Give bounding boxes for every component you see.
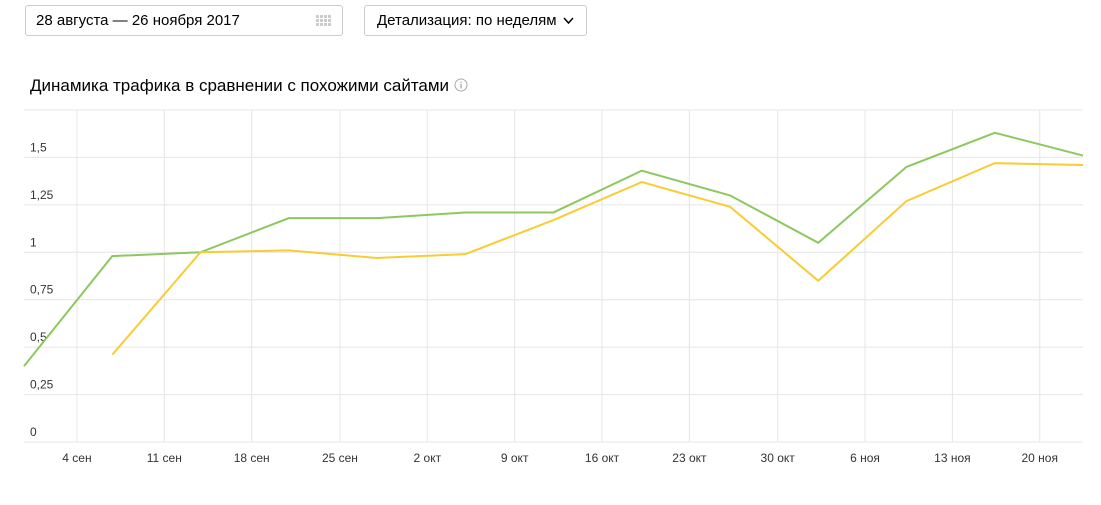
dropdown-arrow — [563, 17, 574, 25]
y-tick-label: 0,5 — [30, 330, 47, 344]
x-tick-label: 25 сен — [322, 451, 358, 465]
y-tick-label: 0,75 — [30, 283, 54, 297]
x-tick-label: 6 ноя — [850, 451, 880, 465]
x-tick-label: 23 окт — [672, 451, 707, 465]
y-tick-label: 1,5 — [30, 140, 47, 154]
x-tick-label: 13 ноя — [934, 451, 970, 465]
y-tick-label: 1,25 — [30, 188, 54, 202]
detail-text: Детализация: по неделям — [377, 12, 557, 29]
series-line — [23, 131, 1084, 367]
x-tick-label: 2 окт — [414, 451, 442, 465]
x-tick-label: 20 ноя — [1022, 451, 1058, 465]
x-tick-label: 4 сен — [62, 451, 91, 465]
x-tick-label: 30 окт — [761, 451, 796, 465]
x-tick-label: 16 окт — [585, 451, 620, 465]
date-range-input[interactable]: 28 августа — 26 ноября 2017 — [25, 5, 343, 36]
x-tick-label: 11 сен — [147, 451, 182, 465]
info-icon[interactable] — [454, 78, 468, 92]
date-range-text: 28 августа — 26 ноября 2017 — [36, 12, 240, 29]
y-tick-label: 1 — [30, 235, 37, 249]
y-tick-label: 0,25 — [30, 378, 54, 392]
chart-title: Динамика трафика в сравнении с похожими … — [30, 76, 450, 95]
y-tick-label: 0 — [30, 425, 37, 439]
detail-dropdown[interactable]: Детализация: по неделям — [364, 5, 587, 36]
x-tick-label: 18 сен — [234, 451, 270, 465]
chart-title-block: Динамика трафика в сравнении с похожими … — [30, 76, 468, 96]
calendar-icon — [316, 15, 331, 26]
x-tick-label: 9 окт — [501, 451, 529, 465]
series-line — [111, 162, 1084, 356]
